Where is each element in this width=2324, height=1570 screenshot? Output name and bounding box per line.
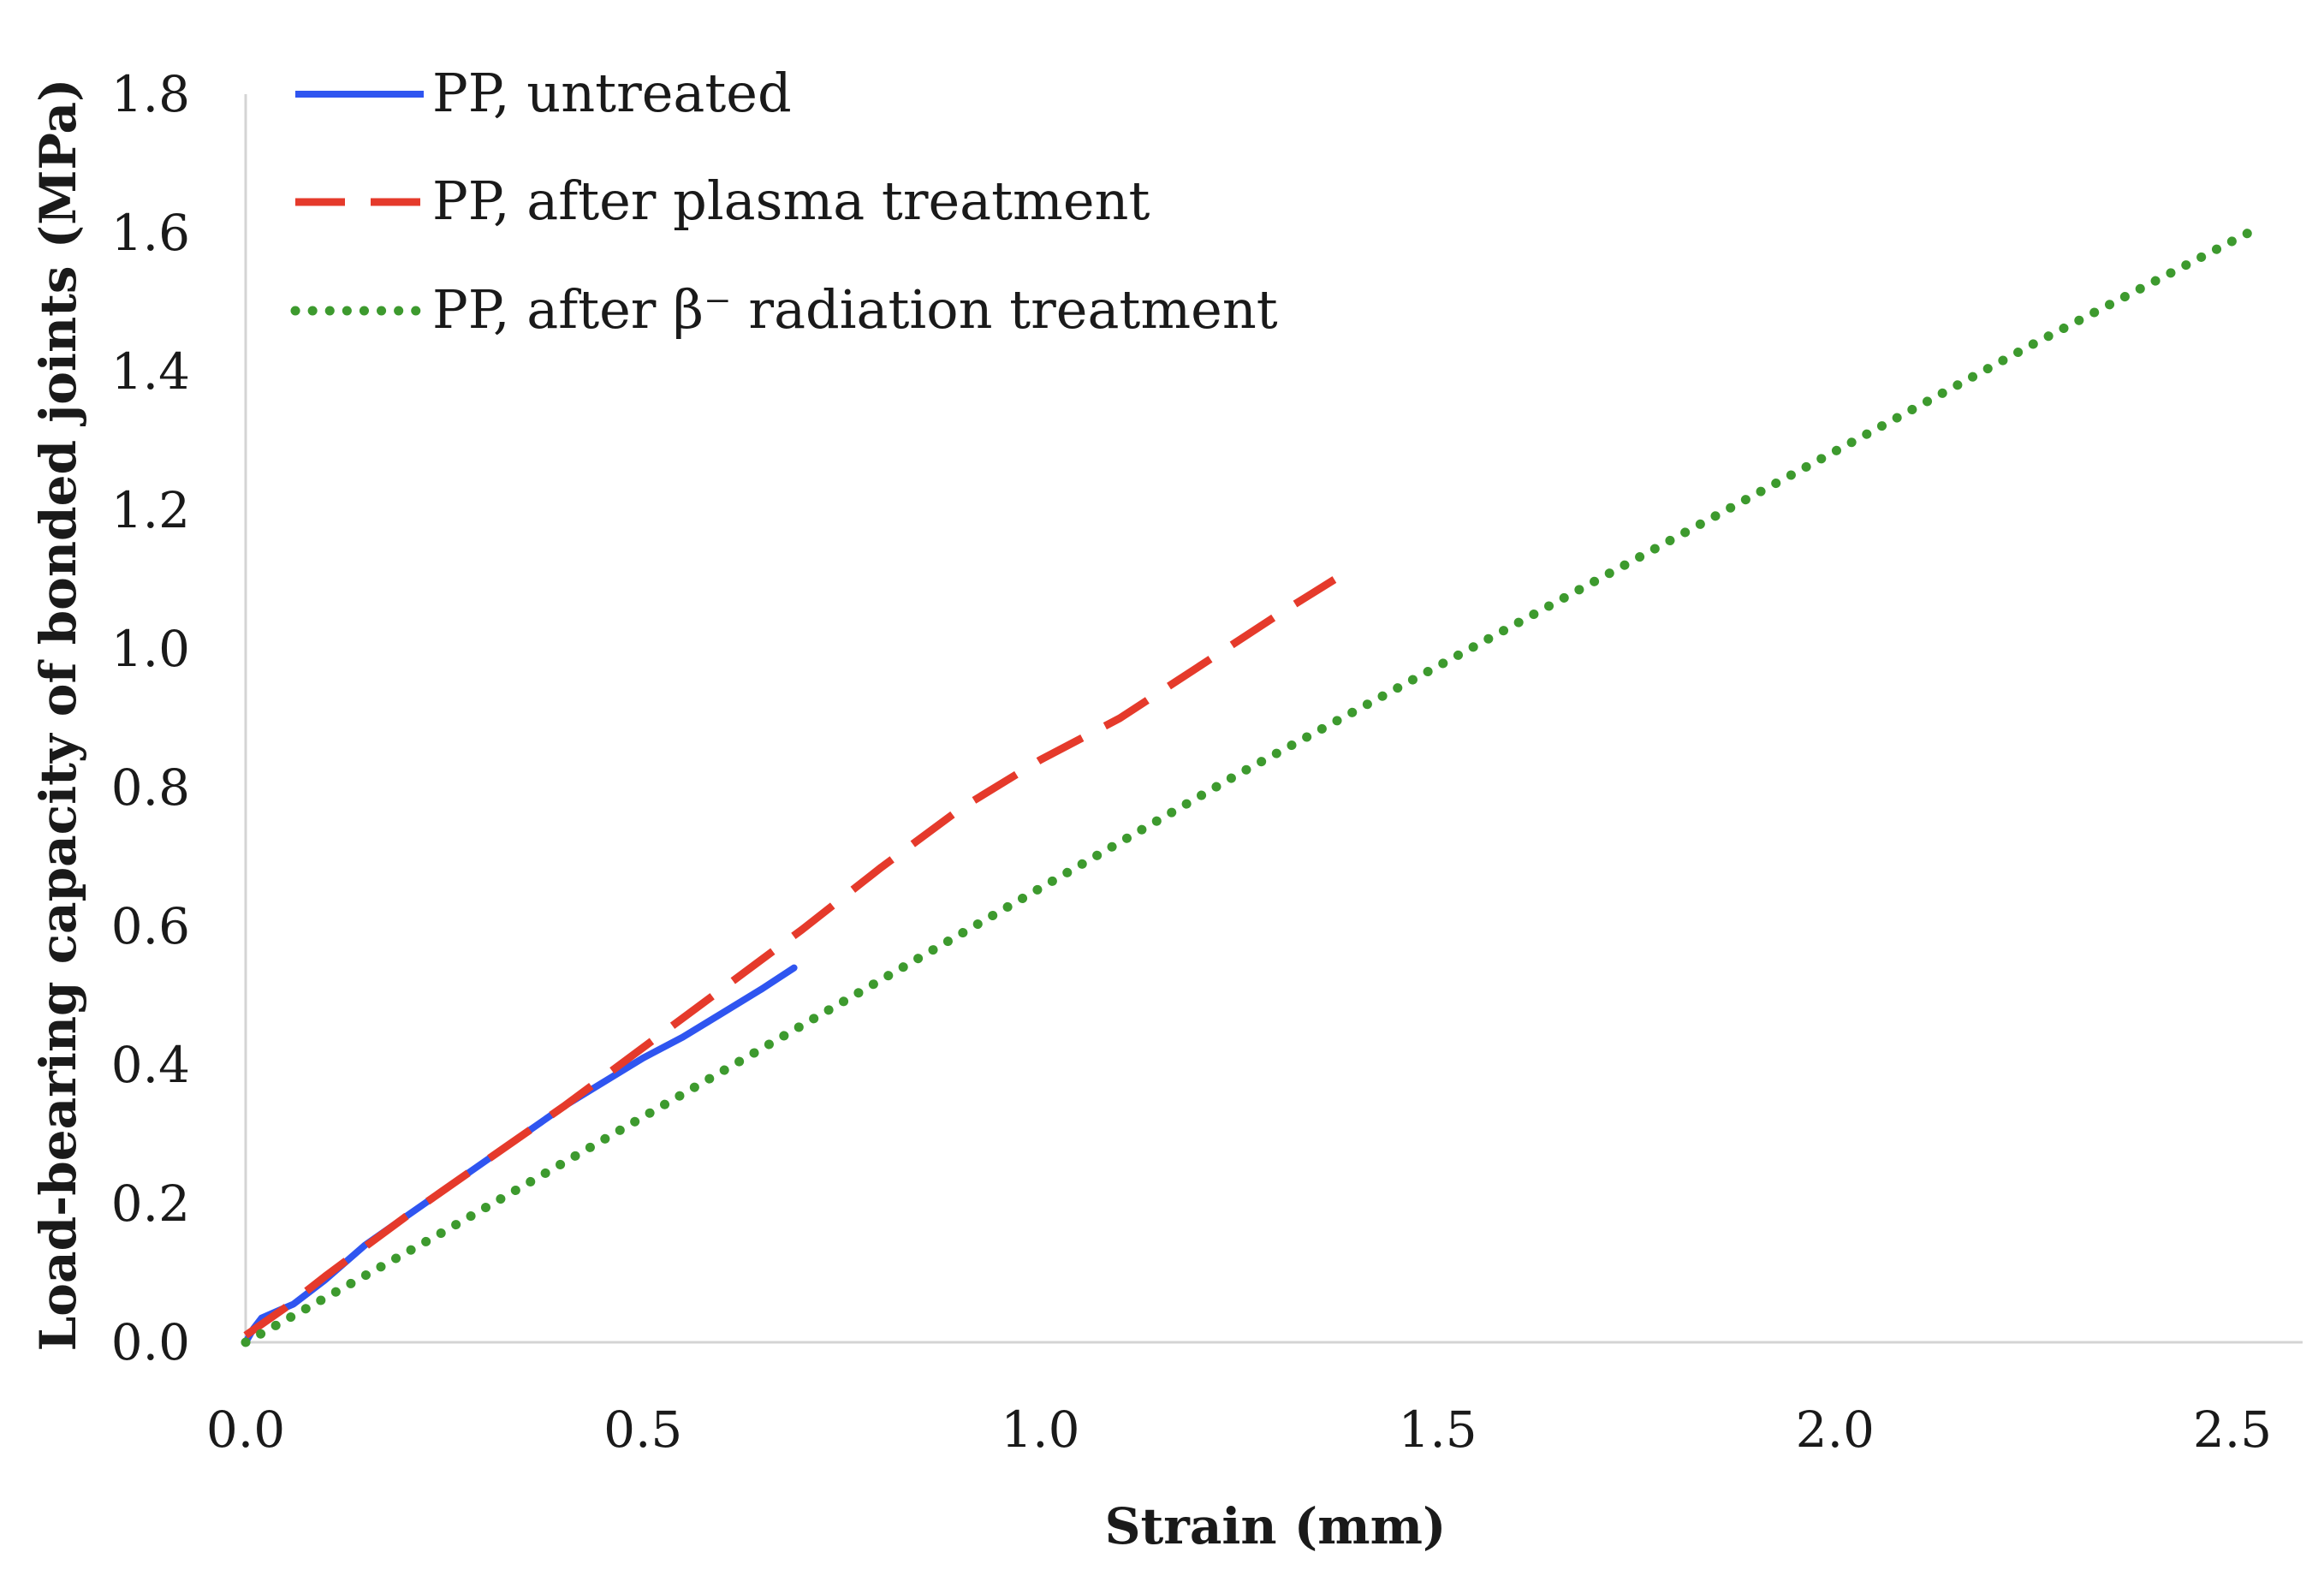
legend-label: PP, untreated	[432, 62, 792, 124]
y-tick-label: 0.2	[111, 1175, 190, 1233]
x-tick-label: 0.5	[603, 1401, 682, 1459]
series-line-dashed	[243, 576, 1337, 1339]
y-tick-label: 0.0	[111, 1313, 190, 1371]
legend-label: PP, after plasma treatment	[432, 169, 1150, 232]
x-tick-label: 0.0	[206, 1401, 285, 1459]
series-lines	[241, 228, 2254, 1347]
x-axis-title: Strain (mm)	[1105, 1497, 1447, 1555]
x-tick-label: 1.0	[1001, 1401, 1079, 1459]
y-tick-label: 0.8	[111, 758, 190, 817]
y-tick-label: 1.6	[111, 204, 190, 262]
x-tick-label: 1.5	[1398, 1401, 1477, 1459]
x-tick-label: 2.0	[1796, 1401, 1875, 1459]
x-tick-label: 2.5	[2193, 1401, 2272, 1459]
y-tick-label: 0.4	[111, 1036, 190, 1094]
y-tick-label: 1.0	[111, 620, 190, 678]
legend-label: PP, after β⁻ radiation treatment	[432, 278, 1278, 341]
axes	[244, 94, 2303, 1344]
legend: PP, untreated PP, after plasma treatment P…	[290, 62, 1278, 341]
y-tick-label: 1.4	[111, 342, 190, 401]
series-line-dotted	[241, 228, 2254, 1347]
series-line-solid	[242, 964, 798, 1346]
y-tick-label: 0.6	[111, 897, 190, 955]
tick-labels: 0.0 0.5 1.0 1.5 2.0 2.5 0.0 0.2 0.4 0.6 0.8 1.0 1.2 1…	[111, 65, 2272, 1459]
y-axis-title: Load-bearing capacity of bonded joints (…	[29, 79, 87, 1352]
y-tick-label: 1.8	[111, 65, 190, 123]
y-tick-label: 1.2	[111, 481, 190, 539]
